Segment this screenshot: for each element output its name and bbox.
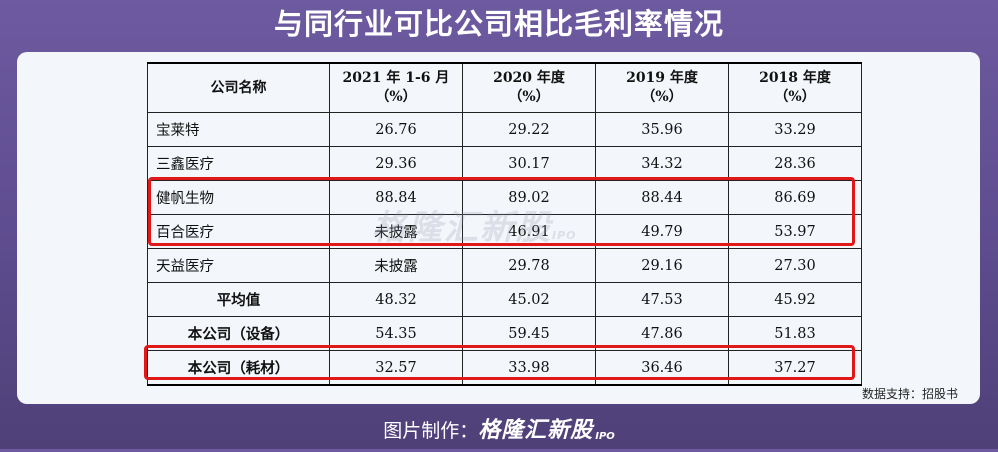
gross-margin-table: 公司名称 2021 年 1-6 月（%） 2020 年度 （%） 2019 年度（… bbox=[147, 62, 862, 386]
company-name-cell: 宝莱特 bbox=[147, 112, 330, 147]
footer-ipo-tag: IPO bbox=[595, 431, 615, 442]
value-cell: 51.83 bbox=[728, 316, 862, 351]
value-cell: 45.02 bbox=[462, 282, 596, 317]
footer-brand-logo: 格隆汇新股 bbox=[478, 418, 594, 443]
table-row: 健帆生物 88.84 89.02 88.44 86.69 bbox=[147, 180, 862, 215]
table-header-row: 公司名称 2021 年 1-6 月（%） 2020 年度 （%） 2019 年度（… bbox=[147, 62, 862, 113]
value-cell: 89.02 bbox=[462, 180, 596, 215]
company-label-cell: 本公司（设备） bbox=[147, 316, 330, 351]
value-cell: 33.98 bbox=[462, 350, 596, 386]
value-cell: 54.35 bbox=[329, 316, 463, 351]
value-cell: 27.30 bbox=[728, 248, 862, 283]
average-label-cell: 平均值 bbox=[147, 282, 330, 317]
company-name-cell: 健帆生物 bbox=[147, 180, 330, 215]
company-label-cell: 本公司（耗材） bbox=[147, 350, 330, 386]
table-row: 宝莱特 26.76 29.22 35.96 33.29 bbox=[147, 112, 862, 147]
value-cell: 29.16 bbox=[595, 248, 729, 283]
footer-prefix: 图片制作： bbox=[383, 420, 479, 442]
company-name-cell: 天益医疗 bbox=[147, 248, 330, 283]
footer-credit: 图片制作：格隆汇新股 IPO bbox=[0, 416, 998, 452]
value-cell: 46.91 bbox=[462, 214, 596, 249]
value-cell: 34.32 bbox=[595, 146, 729, 181]
table-row-company-equipment: 本公司（设备） 54.35 59.45 47.86 51.83 bbox=[147, 316, 862, 351]
value-cell: 36.46 bbox=[595, 350, 729, 386]
page-title: 与同行业可比公司相比毛利率情况 bbox=[273, 7, 724, 41]
value-cell: 33.29 bbox=[728, 112, 862, 147]
value-cell: 28.36 bbox=[728, 146, 862, 181]
value-cell: 59.45 bbox=[462, 316, 596, 351]
company-name-cell: 三鑫医疗 bbox=[147, 146, 330, 181]
value-cell: 88.44 bbox=[595, 180, 729, 215]
value-cell: 32.57 bbox=[329, 350, 463, 386]
value-cell: 86.69 bbox=[728, 180, 862, 215]
value-cell: 30.17 bbox=[462, 146, 596, 181]
value-cell: 37.27 bbox=[728, 350, 862, 386]
table-row: 天益医疗 未披露 29.78 29.16 27.30 bbox=[147, 248, 862, 283]
table-row-company-consumables: 本公司（耗材） 32.57 33.98 36.46 37.27 bbox=[147, 350, 862, 386]
value-cell: 49.79 bbox=[595, 214, 729, 249]
value-cell: 35.96 bbox=[595, 112, 729, 147]
value-cell: 29.78 bbox=[462, 248, 596, 283]
value-cell: 53.97 bbox=[728, 214, 862, 249]
value-cell: 48.32 bbox=[329, 282, 463, 317]
header-2020: 2020 年度 （%） bbox=[462, 62, 596, 113]
company-name-cell: 百合医疗 bbox=[147, 214, 330, 249]
value-cell: 29.22 bbox=[462, 112, 596, 147]
source-note: 数据支持：招股书 bbox=[861, 387, 958, 401]
value-cell: 47.86 bbox=[595, 316, 729, 351]
value-cell: 29.36 bbox=[329, 146, 463, 181]
value-cell: 47.53 bbox=[595, 282, 729, 317]
value-cell: 未披露 bbox=[329, 214, 463, 249]
table-row: 百合医疗 未披露 46.91 49.79 53.97 bbox=[147, 214, 862, 249]
header-2018: 2018 年度 （%） bbox=[728, 62, 862, 113]
header-2019: 2019 年度 （%） bbox=[595, 62, 729, 113]
value-cell: 88.84 bbox=[329, 180, 463, 215]
table-row: 三鑫医疗 29.36 30.17 34.32 28.36 bbox=[147, 146, 862, 181]
value-cell: 45.92 bbox=[728, 282, 862, 317]
header-company-name: 公司名称 bbox=[147, 62, 330, 113]
value-cell: 未披露 bbox=[329, 248, 463, 283]
table-row-average: 平均值 48.32 45.02 47.53 45.92 bbox=[147, 282, 862, 317]
header-2021h1: 2021 年 1-6 月（%） bbox=[329, 62, 463, 113]
value-cell: 26.76 bbox=[329, 112, 463, 147]
